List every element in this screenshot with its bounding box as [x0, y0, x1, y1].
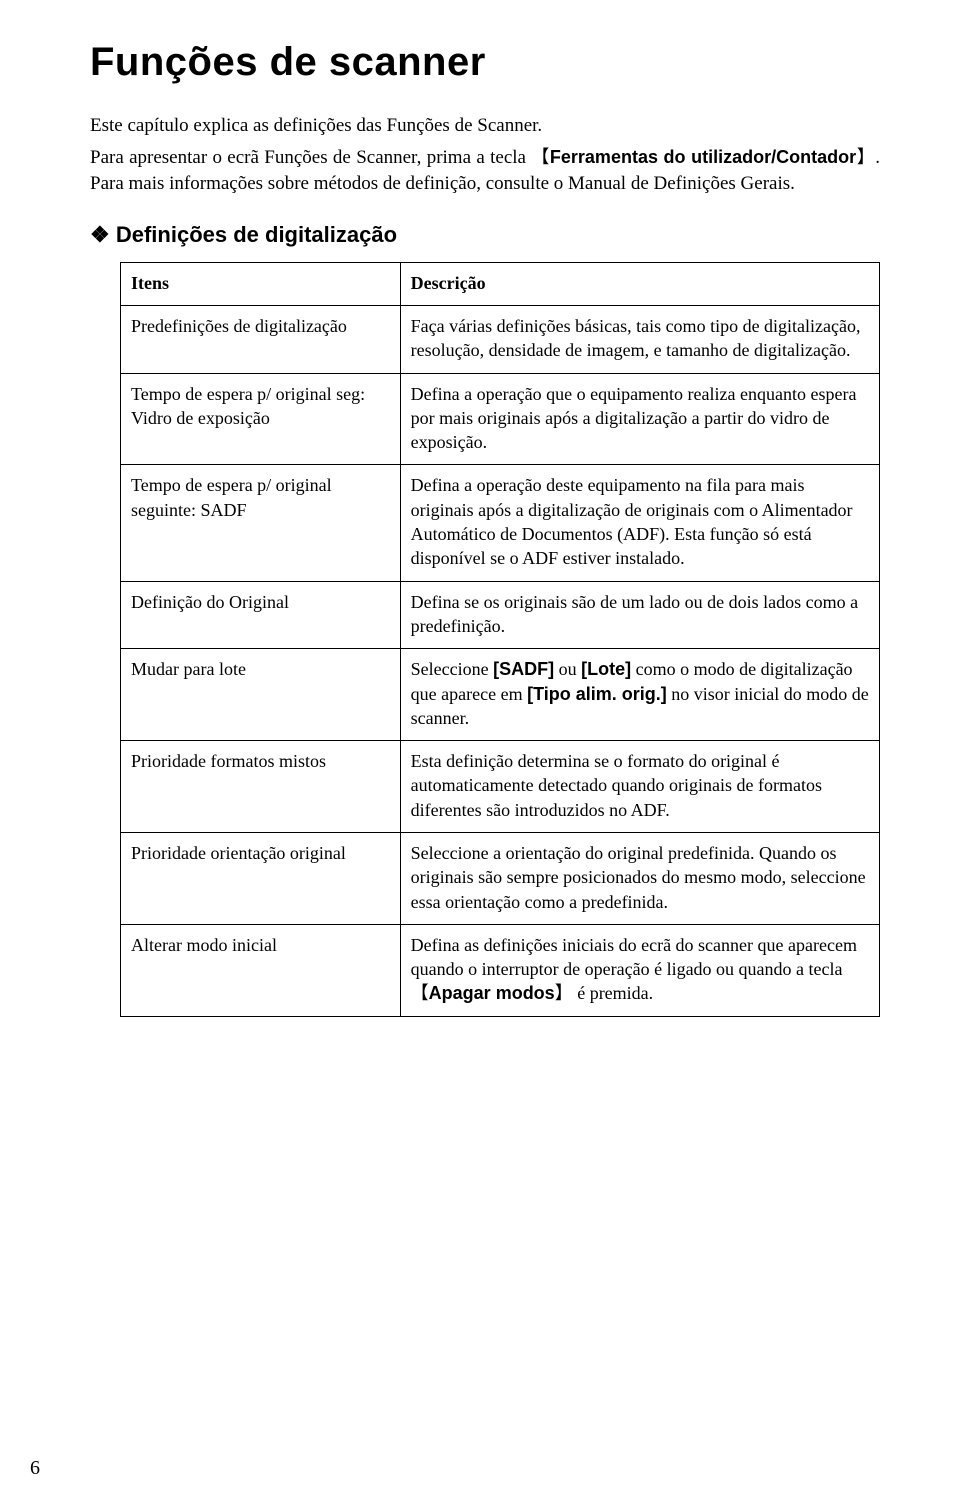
section-heading: Definições de digitalização — [90, 222, 880, 248]
table-row: Predefinições de digitalização Faça vári… — [121, 305, 880, 373]
keycap-apagar-modos: Apagar modos — [411, 983, 573, 1003]
col-header-desc: Descrição — [400, 262, 879, 305]
intro-paragraph-1: Este capítulo explica as definições das … — [90, 113, 880, 139]
cell-desc: Defina as definições iniciais do ecrã do… — [400, 924, 879, 1016]
table-row: Tempo de espera p/ original seguinte: SA… — [121, 465, 880, 581]
definitions-table: Itens Descrição Predefinições de digital… — [120, 262, 880, 1017]
cell-item: Tempo de espera p/ original seguinte: SA… — [121, 465, 401, 581]
cell-desc: Defina a operação deste equipamento na f… — [400, 465, 879, 581]
table-row: Alterar modo inicial Defina as definiçõe… — [121, 924, 880, 1016]
cell-item: Definição do Original — [121, 581, 401, 649]
cell-desc: Defina se os originais são de um lado ou… — [400, 581, 879, 649]
cell-item: Mudar para lote — [121, 649, 401, 741]
cell-desc: Defina a operação que o equipamento real… — [400, 373, 879, 465]
cell-desc: Esta definição determina se o formato do… — [400, 741, 879, 833]
cell-item: Prioridade orientação original — [121, 833, 401, 925]
page-title: Funções de scanner — [90, 40, 880, 85]
page-number: 6 — [30, 1457, 40, 1480]
desc-text: Seleccione — [411, 659, 493, 679]
table-row: Prioridade orientação original Seleccion… — [121, 833, 880, 925]
col-header-items: Itens — [121, 262, 401, 305]
table-row: Tempo de espera p/ original seg: Vidro d… — [121, 373, 880, 465]
cell-item: Prioridade formatos mistos — [121, 741, 401, 833]
table-header-row: Itens Descrição — [121, 262, 880, 305]
desc-text: é premida. — [573, 983, 653, 1003]
table-row: Definição do Original Defina se os origi… — [121, 581, 880, 649]
desc-text: Defina as definições iniciais do ecrã do… — [411, 935, 857, 979]
intro-text-2a: Para apresentar o ecrã Funções de Scanne… — [90, 147, 531, 168]
table-row: Prioridade formatos mistos Esta definiçã… — [121, 741, 880, 833]
option-lote: [Lote] — [581, 659, 631, 679]
cell-item: Predefinições de digitalização — [121, 305, 401, 373]
option-sadf: [SADF] — [493, 659, 554, 679]
option-tipo-alim: [Tipo alim. orig.] — [527, 684, 667, 704]
cell-desc: Seleccione a orientação do original pred… — [400, 833, 879, 925]
intro-paragraph-2: Para apresentar o ecrã Funções de Scanne… — [90, 145, 880, 197]
keycap-tools: Ferramentas do utilizador/Contador — [531, 147, 875, 167]
table-row: Mudar para lote Seleccione [SADF] ou [Lo… — [121, 649, 880, 741]
cell-desc: Faça várias definições básicas, tais com… — [400, 305, 879, 373]
cell-desc: Seleccione [SADF] ou [Lote] como o modo … — [400, 649, 879, 741]
cell-item: Alterar modo inicial — [121, 924, 401, 1016]
desc-text: ou — [554, 659, 581, 679]
cell-item: Tempo de espera p/ original seg: Vidro d… — [121, 373, 401, 465]
